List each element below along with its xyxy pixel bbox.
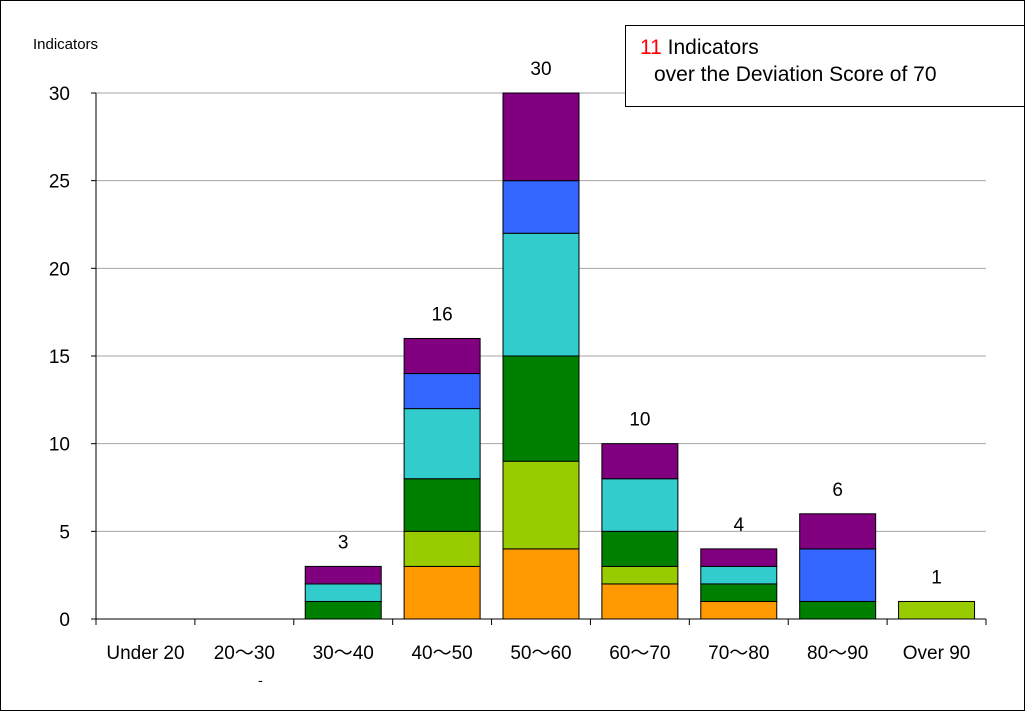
bar-segment — [898, 600, 976, 620]
bar-segment — [502, 355, 580, 462]
bar-segment — [403, 530, 481, 567]
y-tick-label: 25 — [49, 172, 70, 193]
bar-segment — [403, 373, 481, 410]
y-tick-labels: 0 5 10 15 20 25 30 — [49, 84, 70, 631]
bar-segment — [601, 443, 679, 480]
bar-total-label: 1 — [931, 567, 942, 588]
bars — [304, 92, 976, 620]
bar-total-label: 3 — [338, 532, 349, 553]
bar-total-label: 10 — [629, 410, 650, 431]
bar-segment — [799, 548, 877, 602]
y-tick-label: 10 — [49, 435, 70, 456]
bar-segment — [304, 565, 382, 585]
bar-segment — [304, 600, 382, 620]
y-tick-label: 30 — [49, 84, 70, 105]
bar-total-label: 6 — [832, 480, 843, 501]
x-category-label: Under 20 — [106, 643, 184, 664]
y-axis-title: Indicators — [33, 36, 99, 53]
bar-segment — [601, 530, 679, 567]
x-category-label: 30～40 — [313, 643, 374, 664]
x-category-label: 80～90 — [807, 643, 868, 664]
bar-segment — [502, 548, 580, 620]
bar-segment — [799, 600, 877, 620]
bar-segment — [700, 600, 778, 620]
bar-segment — [700, 565, 778, 585]
x-category-label: 70～80 — [708, 643, 769, 664]
bar-segment — [502, 232, 580, 357]
bar-segment — [502, 92, 580, 182]
bar-segment — [403, 565, 481, 620]
annotation-count: 11 — [640, 36, 662, 59]
bar-total-label: 4 — [733, 515, 744, 536]
y-tick-label: 15 — [49, 347, 70, 368]
bar-total-labels: 3 16 30 10 4 6 1 — [338, 59, 942, 588]
bar-segment — [601, 583, 679, 620]
bar-segment — [601, 478, 679, 532]
annotation-line-2: over the Deviation Score of 70 — [654, 63, 937, 86]
bar-segment — [403, 478, 481, 532]
bar-segment — [403, 337, 481, 375]
bar-segment — [502, 180, 580, 234]
bar-segment — [403, 408, 481, 480]
bar-segment — [601, 565, 679, 585]
x-category-label: 60～70 — [609, 643, 670, 664]
bar-segment — [304, 583, 382, 602]
bar-segment — [700, 548, 778, 567]
bar-segment — [700, 583, 778, 602]
x-category-label: 40～50 — [411, 643, 472, 664]
x-category-label: 50～60 — [510, 643, 571, 664]
annotation-text-1: Indicators — [661, 36, 759, 59]
x-category-label: Over 90 — [903, 643, 971, 664]
x-category-labels: Under 20 20～30 30～40 40～50 50～60 60～70 70～80 80… — [106, 643, 970, 664]
y-tick-label: 5 — [59, 522, 70, 543]
bar-segment — [502, 460, 580, 550]
y-tick-label: 20 — [49, 259, 70, 280]
y-tick-label: 0 — [59, 610, 70, 631]
axes — [91, 92, 987, 625]
x-category-label: 20～30 — [214, 643, 275, 664]
bar-total-label: 30 — [530, 59, 551, 80]
annotation-box: 11 Indicators over the Deviation Score o… — [625, 25, 1025, 107]
bar-total-label: 16 — [432, 304, 453, 325]
annotation-line-1: 11 Indicators — [640, 34, 1024, 61]
label-continuation-mark: - — [258, 672, 263, 688]
bar-segment — [799, 513, 877, 550]
